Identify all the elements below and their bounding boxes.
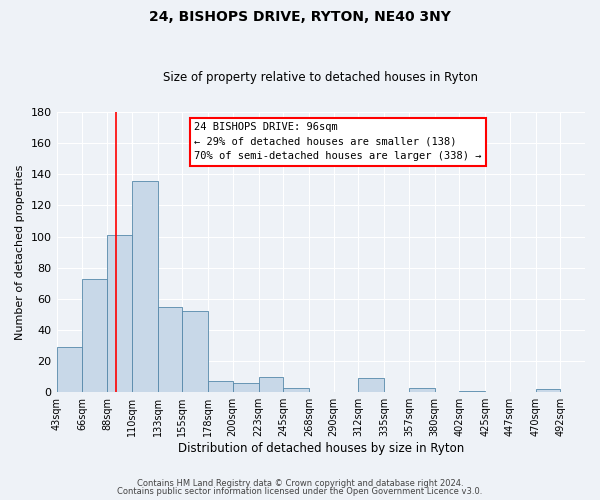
Bar: [536, 389, 560, 392]
Text: 24, BISHOPS DRIVE, RYTON, NE40 3NY: 24, BISHOPS DRIVE, RYTON, NE40 3NY: [149, 10, 451, 24]
Bar: [259, 376, 283, 392]
Text: Contains public sector information licensed under the Open Government Licence v3: Contains public sector information licen…: [118, 487, 482, 496]
Bar: [132, 180, 158, 392]
Bar: [82, 278, 107, 392]
Title: Size of property relative to detached houses in Ryton: Size of property relative to detached ho…: [163, 72, 478, 85]
X-axis label: Distribution of detached houses by size in Ryton: Distribution of detached houses by size …: [178, 442, 464, 455]
Bar: [283, 388, 309, 392]
Bar: [409, 388, 434, 392]
Bar: [460, 390, 485, 392]
Bar: [107, 235, 132, 392]
Bar: [182, 312, 208, 392]
Text: 24 BISHOPS DRIVE: 96sqm
← 29% of detached houses are smaller (138)
70% of semi-d: 24 BISHOPS DRIVE: 96sqm ← 29% of detache…: [194, 122, 481, 162]
Bar: [358, 378, 384, 392]
Bar: [56, 347, 82, 392]
Text: Contains HM Land Registry data © Crown copyright and database right 2024.: Contains HM Land Registry data © Crown c…: [137, 478, 463, 488]
Y-axis label: Number of detached properties: Number of detached properties: [15, 164, 25, 340]
Bar: [208, 382, 233, 392]
Bar: [158, 306, 182, 392]
Bar: [233, 383, 259, 392]
